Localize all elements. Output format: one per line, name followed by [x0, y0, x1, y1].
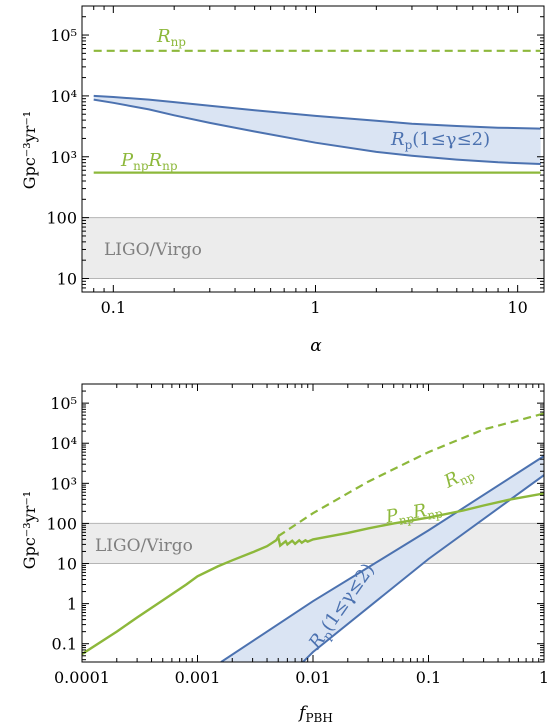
annotation-ligo-virgo: LIGO/Virgo	[104, 240, 202, 260]
x-tick-label: 0.001	[175, 668, 221, 687]
x-tick-label: 1	[310, 298, 320, 317]
x-axis-label-base: f	[297, 703, 308, 723]
y-tick-label: 100	[46, 514, 77, 533]
y-axis-label: Gpc⁻³yr⁻¹	[20, 111, 39, 189]
annotation-rp-base: R	[390, 129, 405, 150]
annotation-rnp2-sub: np	[426, 506, 444, 523]
annotation-pnp-rnp: PnpRnp	[120, 150, 178, 173]
plot-frame	[81, 5, 545, 293]
annotation-rp: Rp(1≤γ≤2)	[390, 129, 490, 152]
y-tick-label: 1	[67, 595, 77, 614]
y-tick-labels: 10 100 10³ 10⁴ 10⁵	[46, 26, 77, 288]
annotation-rnp: Rnp	[156, 26, 186, 49]
rp-band-upper-line	[220, 455, 544, 662]
x-tick-label: 1	[539, 668, 549, 687]
annotation-rnp2-base: R	[410, 500, 428, 523]
y-tick-label: 10⁴	[50, 434, 77, 453]
rp-band-fill	[93, 95, 541, 164]
bottom-panel: 0.0001 0.001 0.01 0.1 1 0.1 1 10 100 10³ 10⁴ 10⁵ G…	[20, 383, 549, 723]
x-tick-label: 10	[507, 298, 527, 317]
x-tick-label: 0.1	[416, 668, 441, 687]
annotation-pnp-sub: np	[398, 511, 416, 528]
top-panel: 0.1 1 10 10 100 10³ 10⁴ 10⁵ Gpc⁻³yr⁻¹ α Rnp Pn…	[20, 5, 545, 356]
axis-ticks	[81, 5, 544, 293]
x-tick-labels: 0.0001 0.001 0.01 0.1 1	[54, 668, 549, 687]
annotation-rnp2-base: R	[148, 150, 163, 171]
y-tick-label: 100	[46, 209, 77, 228]
annotation-rp-sub: p	[405, 138, 413, 152]
y-tick-label: 10³	[50, 148, 77, 167]
annotation-rp-rest: (1≤γ≤2)	[412, 129, 490, 150]
y-tick-label: 0.1	[52, 635, 77, 654]
y-tick-labels: 0.1 1 10 100 10³ 10⁴ 10⁵	[46, 394, 77, 654]
annotation-pnp-base: P	[383, 505, 400, 528]
x-axis-label: fPBH	[297, 703, 333, 723]
x-tick-labels: 0.1 1 10	[101, 298, 528, 317]
y-tick-label: 10	[57, 555, 77, 574]
y-tick-label: 10⁴	[50, 87, 77, 106]
rp-band-lower-line	[302, 474, 544, 662]
annotation-pnp-rnp: PnpRnp	[383, 497, 444, 530]
annotation-rnp-base: R	[156, 26, 171, 47]
rp-band-upper-line	[93, 94, 541, 130]
x-tick-label: 0.01	[295, 668, 331, 687]
y-tick-label: 10	[57, 269, 77, 288]
x-tick-label: 0.0001	[54, 668, 110, 687]
axis-ticks	[81, 383, 545, 662]
x-tick-label: 0.1	[101, 298, 126, 317]
annotation-rnp: Rnp	[440, 461, 477, 495]
annotation-rnp-sub: np	[171, 35, 187, 49]
annotation-rnp-sub: np	[457, 469, 477, 488]
pnp-rnp-line	[82, 492, 544, 656]
y-axis-label: Gpc⁻³yr⁻¹	[20, 491, 39, 569]
annotation-pnp-base: P	[120, 150, 134, 171]
x-axis-label: α	[310, 336, 322, 356]
annotation-rnp2-sub: np	[162, 159, 178, 173]
annotation-ligo-virgo: LIGO/Virgo	[95, 536, 193, 556]
ligo-virgo-band	[82, 217, 544, 279]
rp-band-lower-line	[93, 98, 541, 165]
y-tick-label: 10⁵	[50, 394, 77, 413]
y-tick-label: 10⁵	[50, 26, 77, 45]
x-axis-label-sub: PBH	[305, 711, 332, 723]
annotation-pnp-sub: np	[133, 159, 149, 173]
y-tick-label: 10³	[50, 474, 77, 493]
